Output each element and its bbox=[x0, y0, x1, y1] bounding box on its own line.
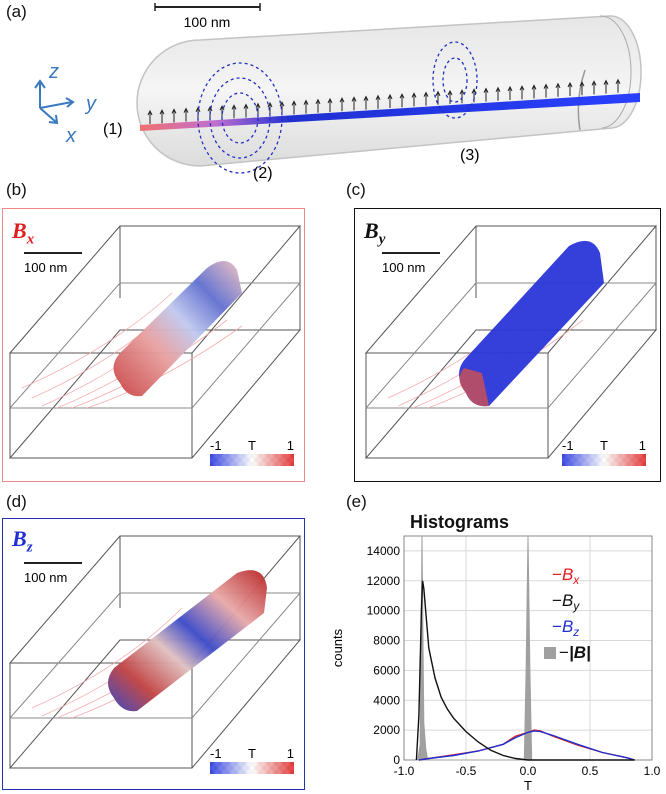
panel-a-nanowire: 100 nm z y x (1) (2) (3 bbox=[34, 3, 642, 182]
colorbar-unit: T bbox=[248, 438, 256, 453]
panel-d-title: Bz bbox=[12, 526, 33, 556]
y-tick-label: 6000 bbox=[373, 663, 400, 677]
panel-c-title: By bbox=[364, 218, 386, 248]
y-tick-label: 2000 bbox=[373, 723, 400, 737]
colorbar-unit: T bbox=[600, 438, 608, 453]
y-tick-label: 8000 bbox=[373, 634, 400, 648]
panel-e-label: (e) bbox=[346, 492, 367, 511]
colorbar-max: 1 bbox=[639, 438, 646, 453]
colorbar-min: -1 bbox=[210, 438, 222, 453]
legend-entry-2: −Bz bbox=[552, 617, 579, 639]
y-axis-label: counts bbox=[330, 628, 345, 667]
axes-triad-icon bbox=[34, 79, 75, 125]
panel-c-scale-bar: 100 nm bbox=[382, 260, 425, 275]
colorbar-max: 1 bbox=[287, 438, 294, 453]
panel-b-scale-bar: 100 nm bbox=[24, 260, 67, 275]
vortex-3 bbox=[432, 41, 478, 119]
legend-entry-1: −By bbox=[552, 591, 580, 613]
y-tick-label: 14000 bbox=[367, 544, 401, 558]
panel-d-volume: 100 nm bbox=[8, 535, 302, 769]
x-tick-label: -0.5 bbox=[456, 764, 477, 778]
panel-d-frame bbox=[2, 518, 305, 790]
panel-b-frame bbox=[2, 208, 305, 482]
axis-x-label: x bbox=[65, 125, 77, 147]
x-axis-label: T bbox=[524, 778, 532, 793]
marker-2: (2) bbox=[253, 165, 273, 182]
panel-d-scale-bar: 100 nm bbox=[24, 570, 67, 585]
panel-c-colorbar: -1 T 1 bbox=[562, 438, 652, 475]
panel-c-frame bbox=[354, 208, 661, 482]
series-Bz bbox=[418, 730, 635, 761]
y-tick-label: 4000 bbox=[373, 693, 400, 707]
axis-z-label: z bbox=[48, 61, 59, 83]
colorbar-unit: T bbox=[248, 746, 256, 761]
colorbar-min: -1 bbox=[562, 438, 574, 453]
marker-1: (1) bbox=[103, 121, 123, 138]
marker-3: (3) bbox=[460, 147, 480, 164]
series-absB bbox=[417, 535, 533, 761]
y-tick-label: 10000 bbox=[367, 604, 401, 618]
colorbar-max: 1 bbox=[287, 746, 294, 761]
x-tick-label: 1.0 bbox=[644, 764, 661, 778]
panel-b-volume: 100 nm bbox=[8, 225, 302, 459]
panel-b-colorbar: -1 T 1 bbox=[210, 438, 300, 475]
colorbar-min: -1 bbox=[210, 746, 222, 761]
x-tick-label: 0.5 bbox=[582, 764, 599, 778]
x-tick-label: 0.0 bbox=[520, 764, 537, 778]
panel-b-title: Bx bbox=[12, 218, 35, 248]
core-rod bbox=[140, 93, 640, 131]
vortex-2 bbox=[197, 62, 283, 174]
legend-entry-0: −Bx bbox=[552, 565, 580, 587]
panel-b-label: (b) bbox=[6, 180, 27, 199]
x-tick-label: -1.0 bbox=[394, 764, 415, 778]
panel-a-label: (a) bbox=[6, 2, 27, 21]
panel-d-colorbar: -1 T 1 bbox=[210, 746, 300, 783]
histogram-chart: -1.0 -0.5 0.0 0.5 1.0 0 2000 4000 6000 8000 10000 1… bbox=[330, 535, 661, 793]
legend-entry-3: −|B| bbox=[559, 643, 591, 662]
legend-swatch-absB bbox=[544, 647, 556, 659]
y-tick-label: 12000 bbox=[367, 574, 401, 588]
series-By bbox=[415, 580, 635, 761]
panel-c-volume: 100 nm bbox=[364, 225, 658, 459]
panel-c-label: (c) bbox=[346, 180, 366, 199]
panel-a-scale-bar-text: 100 nm bbox=[184, 14, 231, 30]
panel-d-label: (d) bbox=[6, 492, 27, 511]
axis-y-label: y bbox=[84, 93, 97, 115]
y-tick-label: 0 bbox=[393, 753, 400, 767]
histogram-title: Histograms bbox=[410, 512, 510, 532]
